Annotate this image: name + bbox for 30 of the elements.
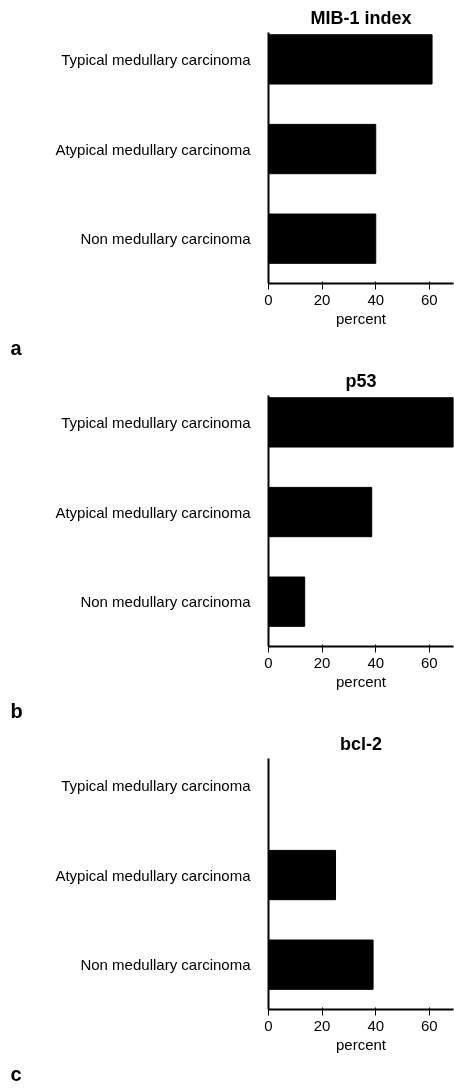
x-tick-label: 0	[264, 1016, 273, 1034]
x-tick-label: 40	[367, 290, 385, 308]
x-axis-title: percent	[335, 309, 387, 327]
chart-title: p53	[345, 370, 377, 391]
y-tick-label: Non medullary carcinoma	[80, 956, 252, 974]
y-tick-label: Atypical medullary carcinoma	[55, 140, 252, 158]
text: a	[10, 336, 23, 359]
y-tick-label: Atypical medullary carcinoma	[55, 503, 252, 521]
x-tick-label: 20	[313, 290, 331, 308]
x-tick-label: 40	[367, 653, 385, 671]
x-tick-label: 0	[264, 290, 273, 308]
chart-title: MIB-1 index	[310, 7, 412, 28]
text: b	[10, 699, 23, 722]
x-tick-label: 40	[367, 1016, 385, 1034]
y-tick-label: Typical medullary carcinoma	[61, 776, 252, 794]
text: c	[10, 1062, 22, 1085]
x-tick-label: 60	[421, 1016, 438, 1034]
y-tick-label: Atypical medullary carcinoma	[55, 866, 252, 884]
x-tick-label: 0	[264, 653, 273, 671]
y-tick-label: Typical medullary carcinoma	[61, 50, 252, 68]
chart-title: bcl-2	[339, 733, 383, 754]
y-tick-label: Non medullary carcinoma	[80, 230, 252, 248]
x-tick-label: 20	[313, 1016, 331, 1034]
y-tick-label: Non medullary carcinoma	[80, 593, 252, 611]
x-axis-title: percent	[335, 672, 387, 690]
x-tick-label: 60	[421, 653, 438, 671]
x-tick-label: 20	[313, 653, 331, 671]
x-axis-title: percent	[335, 1035, 387, 1053]
y-tick-label: Typical medullary carcinoma	[61, 413, 252, 431]
x-tick-label: 60	[421, 290, 438, 308]
